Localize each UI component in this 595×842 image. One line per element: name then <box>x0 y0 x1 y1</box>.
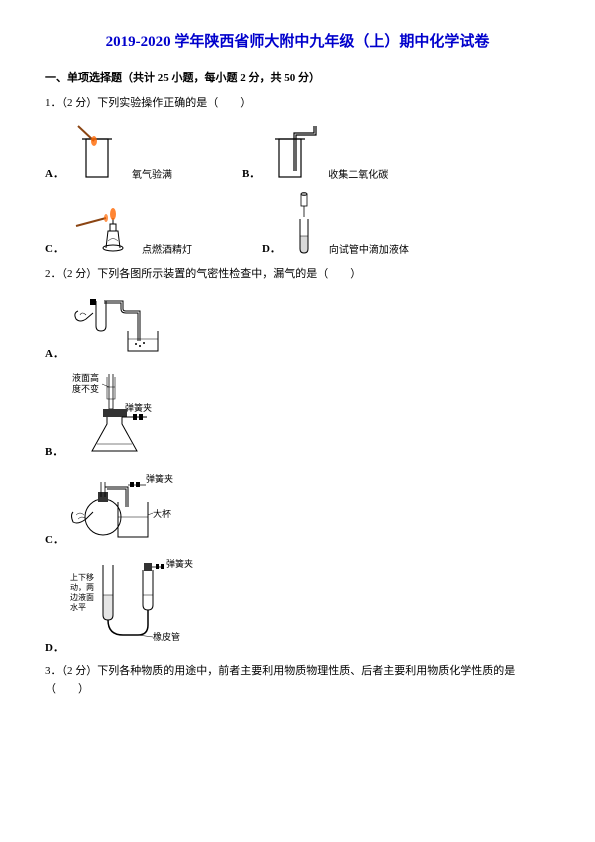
q2-optD-annot1-1: 上下移 <box>70 572 94 582</box>
q1-optB-label: B． <box>242 165 260 181</box>
q1-optC-diagram <box>68 196 138 256</box>
q2-optA: A． <box>45 291 550 361</box>
q2-optB-annot3: 弹簧夹 <box>125 402 152 413</box>
q2-optA-label: A． <box>45 345 64 361</box>
q1-optC-label: C． <box>45 240 64 256</box>
q2-optB: B． 液面高 度不变 弹簧夹 <box>45 369 550 459</box>
q2-optC: C． 弹簧夹 大杯 <box>45 467 550 547</box>
q2-optB-label: B． <box>45 443 63 459</box>
q1-optC-text: 点燃酒精灯 <box>142 241 192 256</box>
q2-optC-annot1: 弹簧夹 <box>146 473 173 484</box>
q1-optB-text: 收集二氧化碳 <box>328 166 388 181</box>
q1-optA-text: 氧气验满 <box>132 166 172 181</box>
q2-optD-annot2: 弹簧夹 <box>166 558 193 569</box>
q1-optB: B． 收集二氧化碳 <box>242 121 388 181</box>
q1-optD: D． 向试管中滴加液体 <box>262 191 409 256</box>
q2-optD-annot1-3: 边液面 <box>70 592 94 602</box>
q1-optA: A． 氧气验满 <box>45 121 172 181</box>
q2-optD-annot1-4: 水平 <box>70 602 86 612</box>
q1-optA-diagram <box>68 121 128 181</box>
q2-optA-diagram <box>68 291 178 361</box>
q2-optD-label: D． <box>45 639 64 655</box>
exam-title: 2019-2020 学年陕西省师大附中九年级（上）期中化学试卷 <box>45 30 550 51</box>
q1-optB-diagram <box>264 121 324 181</box>
q2-optC-annot2: 大杯 <box>153 508 171 519</box>
q2-optB-diagram: 液面高 度不变 弹簧夹 <box>67 369 177 459</box>
q2-optC-label: C． <box>45 531 64 547</box>
q2-stem: 2．（2 分）下列各图所示装置的气密性检查中，漏气的是（ ） <box>45 266 550 284</box>
q2-optD-annot3: 橡皮管 <box>153 631 180 642</box>
q3-stem: 3．（2 分）下列各种物质的用途中，前者主要利用物质物理性质、后者主要利用物质化… <box>45 663 550 698</box>
q2-optB-annot1: 液面高 <box>72 372 99 383</box>
q2-optB-annot2: 度不变 <box>72 383 99 394</box>
q2-optD: D． 上下移 动，两 边液面 水平 橡皮管 弹簧夹 <box>45 555 550 655</box>
section-header: 一、单项选择题（共计 25 小题，每小题 2 分，共 50 分） <box>45 69 550 85</box>
q2-optD-annot1-2: 动，两 <box>70 582 94 592</box>
q1-optD-label: D． <box>262 240 281 256</box>
q1-row1: A． 氧气验满 B． 收集二氧化碳 <box>45 121 550 181</box>
q1-optA-label: A． <box>45 165 64 181</box>
q1-optD-text: 向试管中滴加液体 <box>329 241 409 256</box>
q1-row2: C． 点燃酒精灯 D． <box>45 191 550 256</box>
q1-stem: 1．（2 分）下列实验操作正确的是（ ） <box>45 95 550 113</box>
q2-optD-diagram: 上下移 动，两 边液面 水平 橡皮管 弹簧夹 <box>68 555 218 655</box>
q2-optC-diagram: 弹簧夹 大杯 <box>68 467 198 547</box>
q1-optD-diagram <box>285 191 325 256</box>
q1-optC: C． 点燃酒精灯 <box>45 196 192 256</box>
